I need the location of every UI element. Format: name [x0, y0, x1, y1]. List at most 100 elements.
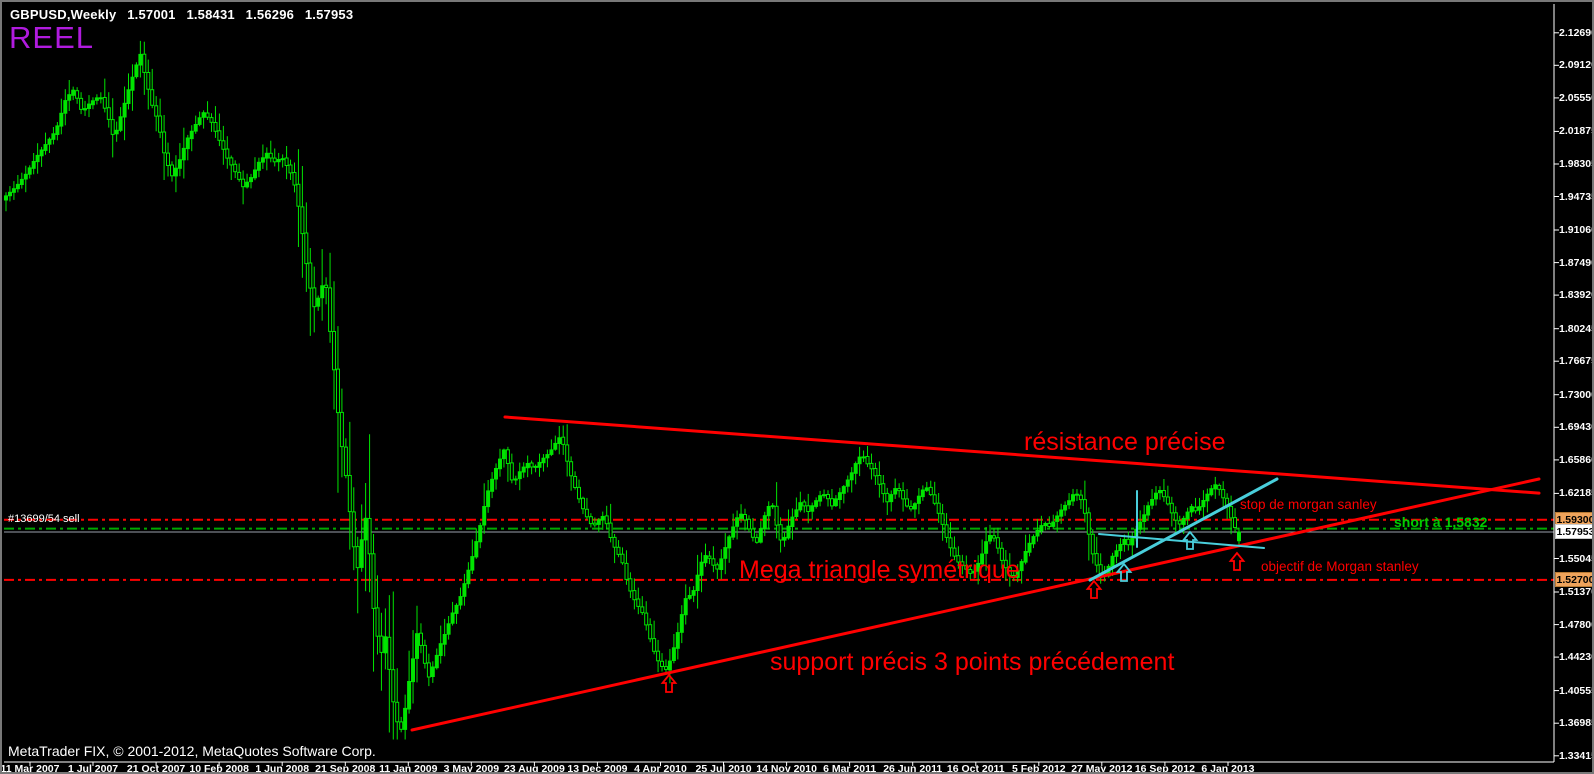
up-arrow-cyan-2[interactable]	[1181, 530, 1199, 550]
candle-body	[213, 122, 218, 132]
price-tick-label: 1.76675	[1559, 355, 1594, 368]
candle-body	[1110, 555, 1115, 567]
candle-body	[399, 721, 404, 730]
up-arrow-2013[interactable]	[1228, 551, 1246, 571]
candle-body	[1221, 489, 1226, 499]
candle-body	[612, 536, 617, 548]
up-arrow-cyan-1[interactable]	[1115, 562, 1133, 582]
trendline-cyan-uptrend[interactable]	[1088, 477, 1279, 582]
candle-body	[98, 97, 103, 100]
candle-body	[632, 590, 637, 601]
candle-body	[541, 457, 546, 464]
candle-body	[806, 505, 811, 512]
candle-body	[387, 636, 392, 670]
candle-body	[778, 524, 783, 541]
candle-body	[897, 488, 902, 492]
candle-body	[59, 112, 64, 127]
candle-body	[177, 159, 182, 169]
annotation-support-label[interactable]: support précis 3 points précédement	[770, 648, 1175, 676]
candle-body	[754, 537, 759, 543]
candle-body	[513, 478, 518, 481]
candle-body	[1031, 536, 1036, 545]
annotation-objective-label[interactable]: objectif de Morgan stanley	[1261, 559, 1419, 574]
candle-body	[727, 536, 732, 549]
candle-body	[667, 660, 672, 671]
candle-body	[683, 598, 688, 616]
time-tick-label: 16 Oct 2011	[946, 763, 1005, 774]
candle-body	[561, 436, 566, 445]
candle-body	[1039, 525, 1044, 532]
candle-body	[288, 164, 293, 174]
candle-body	[671, 647, 676, 661]
candle-body	[916, 495, 921, 504]
candle-body	[379, 635, 384, 653]
annotation-resistance-label[interactable]: résistance précise	[1024, 428, 1226, 456]
up-arrow-2012-low[interactable]	[1085, 579, 1103, 599]
time-tick-label: 21 Sep 2008	[315, 763, 376, 774]
candle-body	[142, 53, 147, 73]
trendline-triangle-support[interactable]	[410, 477, 1541, 732]
trendline-triangle-resistance[interactable]	[503, 415, 1541, 495]
time-tick-label: 27 May 2012	[1071, 763, 1133, 774]
ohlc-low-value: 1.56296	[245, 7, 295, 22]
candle-body	[118, 116, 123, 131]
candle-body	[51, 133, 56, 140]
candle-body	[193, 124, 198, 132]
candle-body	[893, 488, 898, 495]
trendline-cyan-minor-trend[interactable]	[1098, 533, 1265, 549]
price-tick-label: 1.33415	[1559, 749, 1594, 762]
price-tick-label: 1.55045	[1559, 552, 1594, 565]
candle-body	[355, 546, 360, 569]
candle-body	[434, 654, 439, 669]
candle-body	[628, 578, 633, 592]
candle-body	[992, 535, 996, 539]
candle-body	[371, 553, 376, 609]
candle-body	[94, 97, 99, 101]
candle-body	[55, 125, 60, 136]
candle-body	[984, 541, 989, 554]
candle-body	[15, 183, 20, 190]
candle-body	[201, 112, 206, 118]
candle-body	[233, 163, 238, 173]
annotation-short-label[interactable]: short à 1,5832	[1394, 514, 1488, 530]
time-tick-label: 3 May 2009	[443, 763, 500, 774]
candle-body	[857, 456, 862, 465]
candle-body	[533, 465, 538, 468]
candle-body	[122, 102, 127, 118]
candle-body	[158, 115, 163, 133]
candle-body	[320, 285, 325, 299]
annotation-triangle-label[interactable]: Mega triangle symétrique	[739, 556, 1020, 584]
time-tick-label: 4 Apr 2010	[634, 763, 687, 774]
candle-body	[146, 72, 151, 90]
candle-body	[537, 461, 542, 468]
candle-body	[750, 528, 755, 538]
time-tick-label: 6 Mar 2011	[823, 763, 877, 774]
candle-body	[1237, 531, 1241, 542]
up-arrow-2010-low[interactable]	[660, 673, 678, 693]
candle-body	[584, 508, 589, 518]
candle-body	[644, 612, 649, 626]
candle-body	[185, 137, 190, 150]
candle-body	[758, 528, 763, 543]
candle-body	[505, 449, 510, 464]
candle-body	[351, 511, 356, 548]
candle-body	[1126, 538, 1131, 546]
candle-body	[1059, 509, 1064, 517]
candle-body	[486, 490, 491, 508]
candle-body	[1035, 530, 1040, 537]
candle-body	[841, 486, 846, 494]
annotation-stop-label[interactable]: stop de morgan sanley	[1240, 497, 1377, 512]
candle-body	[470, 556, 475, 571]
candle-body	[106, 107, 111, 120]
candle-body	[636, 598, 641, 607]
candle-body	[264, 152, 269, 159]
candle-body	[877, 475, 882, 485]
candle-body	[881, 483, 886, 495]
candle-body	[1165, 496, 1170, 505]
candle-body	[458, 596, 463, 606]
candle-body	[482, 506, 487, 526]
price-tick-label: 1.47800	[1559, 618, 1594, 631]
candle-body	[280, 158, 285, 161]
